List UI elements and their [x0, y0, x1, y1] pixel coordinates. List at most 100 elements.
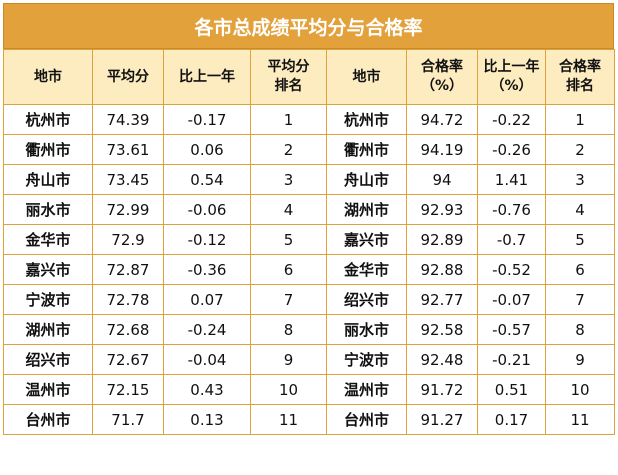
cell-avg-score: 72.87	[92, 254, 164, 285]
cell-city-left: 金华市	[3, 224, 93, 255]
cell-city-right: 绍兴市	[326, 284, 407, 315]
cell-pass-yoy: 0.51	[477, 374, 546, 405]
header-city-right: 地市	[326, 49, 407, 105]
header-pass-rank-line1: 合格率	[559, 59, 601, 75]
cell-avg-yoy: -0.12	[163, 224, 251, 255]
cell-avg-score: 73.61	[92, 134, 164, 165]
cell-pass-rank: 4	[545, 194, 615, 225]
table-row: 金华市 72.9 -0.12 5 嘉兴市 92.89 -0.7 5	[3, 224, 615, 255]
cell-avg-yoy: 0.07	[163, 284, 251, 315]
cell-avg-yoy: 0.54	[163, 164, 251, 195]
cell-pass-rank: 7	[545, 284, 615, 315]
cell-city-left: 湖州市	[3, 314, 93, 345]
cell-pass-rate: 92.58	[406, 314, 478, 345]
header-row: 地市 平均分 比上一年 平均分 排名 地市 合格率 （%） 比上一年 （%） 合…	[3, 49, 615, 105]
cell-avg-rank: 4	[250, 194, 327, 225]
cell-avg-rank: 6	[250, 254, 327, 285]
cell-pass-rate: 91.27	[406, 404, 478, 435]
cell-avg-score: 72.9	[92, 224, 164, 255]
cell-pass-yoy: -0.22	[477, 104, 546, 135]
cell-pass-rank: 5	[545, 224, 615, 255]
cell-avg-score: 72.15	[92, 374, 164, 405]
cell-city-left: 杭州市	[3, 104, 93, 135]
cell-city-right: 嘉兴市	[326, 224, 407, 255]
table-row: 丽水市 72.99 -0.06 4 湖州市 92.93 -0.76 4	[3, 194, 615, 225]
table-row: 宁波市 72.78 0.07 7 绍兴市 92.77 -0.07 7	[3, 284, 615, 315]
cell-city-left: 衢州市	[3, 134, 93, 165]
header-avg-rank: 平均分 排名	[250, 49, 327, 105]
header-avg-rank-line1: 平均分	[267, 59, 310, 75]
cell-avg-rank: 5	[250, 224, 327, 255]
cell-pass-rank: 10	[545, 374, 615, 405]
cell-pass-yoy: 0.17	[477, 404, 546, 435]
table-row: 嘉兴市 72.87 -0.36 6 金华市 92.88 -0.52 6	[3, 254, 615, 285]
city-stats-table: 地市 平均分 比上一年 平均分 排名 地市 合格率 （%） 比上一年 （%） 合…	[3, 49, 615, 435]
cell-pass-rate: 94	[406, 164, 478, 195]
cell-avg-yoy: 0.06	[163, 134, 251, 165]
header-avg-rank-line2: 排名	[274, 78, 303, 94]
table-row: 杭州市 74.39 -0.17 1 杭州市 94.72 -0.22 1	[3, 104, 615, 135]
cell-city-right: 丽水市	[326, 314, 407, 345]
cell-pass-rate: 91.72	[406, 374, 478, 405]
cell-avg-score: 72.68	[92, 314, 164, 345]
cell-avg-rank: 11	[250, 404, 327, 435]
cell-pass-yoy: -0.26	[477, 134, 546, 165]
cell-city-right: 衢州市	[326, 134, 407, 165]
cell-pass-rank: 11	[545, 404, 615, 435]
cell-avg-yoy: -0.04	[163, 344, 251, 375]
cell-avg-yoy: -0.24	[163, 314, 251, 345]
cell-avg-score: 74.39	[92, 104, 164, 135]
cell-avg-score: 71.7	[92, 404, 164, 435]
table-row: 台州市 71.7 0.13 11 台州市 91.27 0.17 11	[3, 404, 615, 435]
cell-pass-rank: 3	[545, 164, 615, 195]
cell-pass-rate: 92.48	[406, 344, 478, 375]
cell-city-left: 宁波市	[3, 284, 93, 315]
cell-pass-yoy: -0.07	[477, 284, 546, 315]
cell-city-left: 台州市	[3, 404, 93, 435]
cell-city-left: 舟山市	[3, 164, 93, 195]
cell-avg-score: 72.67	[92, 344, 164, 375]
table-row: 温州市 72.15 0.43 10 温州市 91.72 0.51 10	[3, 374, 615, 405]
cell-pass-rate: 92.88	[406, 254, 478, 285]
cell-city-right: 杭州市	[326, 104, 407, 135]
header-pass-rank: 合格率 排名	[545, 49, 615, 105]
cell-avg-score: 73.45	[92, 164, 164, 195]
cell-city-left: 绍兴市	[3, 344, 93, 375]
cell-avg-yoy: 0.13	[163, 404, 251, 435]
cell-avg-yoy: -0.36	[163, 254, 251, 285]
cell-pass-rate: 94.72	[406, 104, 478, 135]
cell-pass-rank: 8	[545, 314, 615, 345]
cell-avg-rank: 3	[250, 164, 327, 195]
cell-avg-rank: 10	[250, 374, 327, 405]
cell-pass-rate: 94.19	[406, 134, 478, 165]
cell-pass-rank: 6	[545, 254, 615, 285]
cell-city-left: 温州市	[3, 374, 93, 405]
header-pass-rate: 合格率 （%）	[406, 49, 478, 105]
cell-avg-yoy: -0.17	[163, 104, 251, 135]
cell-pass-rank: 1	[545, 104, 615, 135]
cell-avg-rank: 7	[250, 284, 327, 315]
cell-city-left: 丽水市	[3, 194, 93, 225]
cell-pass-yoy: -0.21	[477, 344, 546, 375]
header-pass-yoy-line2: （%）	[490, 78, 533, 94]
header-avg-yoy: 比上一年	[163, 49, 251, 105]
cell-pass-rank: 2	[545, 134, 615, 165]
cell-pass-yoy: 1.41	[477, 164, 546, 195]
cell-pass-yoy: -0.76	[477, 194, 546, 225]
cell-avg-score: 72.78	[92, 284, 164, 315]
table-row: 绍兴市 72.67 -0.04 9 宁波市 92.48 -0.21 9	[3, 344, 615, 375]
cell-city-right: 金华市	[326, 254, 407, 285]
header-city-left: 地市	[3, 49, 93, 105]
header-pass-rate-line1: 合格率	[421, 59, 463, 75]
cell-city-left: 嘉兴市	[3, 254, 93, 285]
cell-avg-rank: 8	[250, 314, 327, 345]
header-pass-yoy-line1: 比上一年	[483, 59, 540, 75]
header-pass-rate-line2: （%）	[420, 78, 464, 94]
cell-city-right: 湖州市	[326, 194, 407, 225]
table-row: 舟山市 73.45 0.54 3 舟山市 94 1.41 3	[3, 164, 615, 195]
cell-pass-rate: 92.93	[406, 194, 478, 225]
table-row: 衢州市 73.61 0.06 2 衢州市 94.19 -0.26 2	[3, 134, 615, 165]
header-pass-yoy: 比上一年 （%）	[477, 49, 546, 105]
table-row: 湖州市 72.68 -0.24 8 丽水市 92.58 -0.57 8	[3, 314, 615, 345]
